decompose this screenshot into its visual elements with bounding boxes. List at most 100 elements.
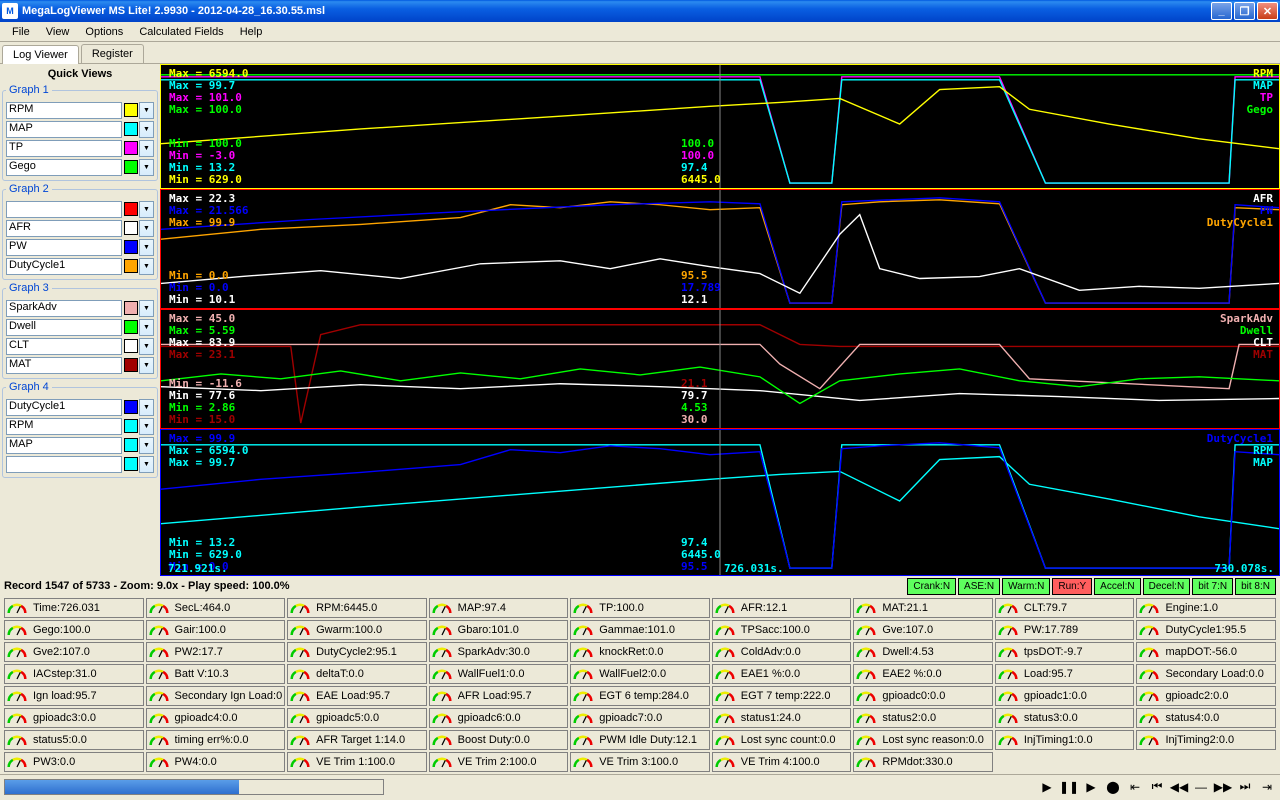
gauge-cell[interactable]: VE Trim 3:100.0 [570,752,710,772]
gauge-cell[interactable]: status4:0.0 [1136,708,1276,728]
gauge-cell[interactable]: VE Trim 2:100.0 [429,752,569,772]
gauge-cell[interactable]: gpioadc2:0.0 [1136,686,1276,706]
gauge-cell[interactable]: gpioadc1:0.0 [995,686,1135,706]
gauge-cell[interactable]: PWM Idle Duty:12.1 [570,730,710,750]
gauge-cell[interactable]: InjTiming1:0.0 [995,730,1135,750]
gauge-cell[interactable]: gpioadc6:0.0 [429,708,569,728]
gauge-cell[interactable]: gpioadc5:0.0 [287,708,427,728]
gauge-cell[interactable]: gpioadc3:0.0 [4,708,144,728]
channel-select[interactable]: Gego [6,159,122,176]
channel-select[interactable] [6,456,122,473]
transport-button[interactable]: ▶▶ [1214,778,1232,796]
tab-log-viewer[interactable]: Log Viewer [2,45,79,64]
gauge-cell[interactable]: mapDOT:-56.0 [1136,642,1276,662]
color-swatch[interactable] [124,259,138,273]
transport-button[interactable]: ▶ [1038,778,1056,796]
gauge-cell[interactable]: ColdAdv:0.0 [712,642,852,662]
dropdown-icon[interactable]: ▼ [139,418,154,435]
gauge-cell[interactable]: MAT:21.1 [853,598,993,618]
gauge-cell[interactable]: PW3:0.0 [4,752,144,772]
gauge-cell[interactable]: IACstep:31.0 [4,664,144,684]
gauge-cell[interactable]: status5:0.0 [4,730,144,750]
channel-select[interactable]: MAT [6,357,122,374]
gauge-cell[interactable]: status3:0.0 [995,708,1135,728]
color-swatch[interactable] [124,221,138,235]
gauge-cell[interactable]: Gair:100.0 [146,620,286,640]
transport-button[interactable]: ◀◀ [1170,778,1188,796]
gauge-cell[interactable]: SecL:464.0 [146,598,286,618]
gauge-cell[interactable]: EGT 7 temp:222.0 [712,686,852,706]
transport-button[interactable]: ⏭ [1236,778,1254,796]
color-swatch[interactable] [124,202,138,216]
dropdown-icon[interactable]: ▼ [139,437,154,454]
menu-calculated-fields[interactable]: Calculated Fields [131,24,231,40]
gauge-cell[interactable]: DutyCycle1:95.5 [1136,620,1276,640]
transport-button[interactable]: ▶ [1082,778,1100,796]
gauge-cell[interactable]: RPMdot:330.0 [853,752,993,772]
gauge-cell[interactable]: Ign load:95.7 [4,686,144,706]
color-swatch[interactable] [124,438,138,452]
gauge-cell[interactable]: Secondary Ign Load:0.0 [146,686,286,706]
color-swatch[interactable] [124,240,138,254]
gauge-cell[interactable]: CLT:79.7 [995,598,1135,618]
gauge-cell[interactable]: Engine:1.0 [1136,598,1276,618]
channel-select[interactable]: TP [6,140,122,157]
gauge-cell[interactable]: InjTiming2:0.0 [1136,730,1276,750]
gauge-cell[interactable]: Dwell:4.53 [853,642,993,662]
chart-panel-1[interactable]: Max = 6594.0Max = 99.7Max = 101.0Max = 1… [160,64,1280,189]
channel-select[interactable]: PW [6,239,122,256]
gauge-cell[interactable]: TPSacc:100.0 [712,620,852,640]
chart-panel-2[interactable]: Max = 22.3Max = 21.566Max = 99.9Min = 0.… [160,189,1280,309]
gauge-cell[interactable]: TP:100.0 [570,598,710,618]
dropdown-icon[interactable]: ▼ [139,300,154,317]
channel-select[interactable]: CLT [6,338,122,355]
gauge-cell[interactable]: Secondary Load:0.0 [1136,664,1276,684]
tab-register[interactable]: Register [81,44,144,63]
color-swatch[interactable] [124,400,138,414]
dropdown-icon[interactable]: ▼ [139,338,154,355]
color-swatch[interactable] [124,141,138,155]
channel-select[interactable]: RPM [6,418,122,435]
gauge-cell[interactable]: EAE2 %:0.0 [853,664,993,684]
gauge-cell[interactable]: RPM:6445.0 [287,598,427,618]
color-swatch[interactable] [124,301,138,315]
gauge-cell[interactable]: Lost sync count:0.0 [712,730,852,750]
gauge-cell[interactable]: Gve2:107.0 [4,642,144,662]
gauge-cell[interactable]: AFR:12.1 [712,598,852,618]
channel-select[interactable]: MAP [6,121,122,138]
dropdown-icon[interactable]: ▼ [139,456,154,473]
gauge-cell[interactable]: VE Trim 4:100.0 [712,752,852,772]
color-swatch[interactable] [124,320,138,334]
gauge-cell[interactable]: PW2:17.7 [146,642,286,662]
channel-select[interactable]: AFR [6,220,122,237]
gauge-cell[interactable]: Gbaro:101.0 [429,620,569,640]
gauge-cell[interactable]: Boost Duty:0.0 [429,730,569,750]
color-swatch[interactable] [124,358,138,372]
color-swatch[interactable] [124,122,138,136]
gauge-cell[interactable]: AFR Load:95.7 [429,686,569,706]
menu-view[interactable]: View [38,24,78,40]
menu-help[interactable]: Help [232,24,271,40]
dropdown-icon[interactable]: ▼ [139,159,154,176]
gauge-cell[interactable]: Gve:107.0 [853,620,993,640]
channel-select[interactable]: Dwell [6,319,122,336]
color-swatch[interactable] [124,419,138,433]
gauge-cell[interactable]: SparkAdv:30.0 [429,642,569,662]
dropdown-icon[interactable]: ▼ [139,220,154,237]
gauge-cell[interactable]: EGT 6 temp:284.0 [570,686,710,706]
channel-select[interactable]: RPM [6,102,122,119]
gauge-cell[interactable]: gpioadc7:0.0 [570,708,710,728]
gauge-cell[interactable]: gpioadc4:0.0 [146,708,286,728]
chart-panel-4[interactable]: Max = 99.9Max = 6594.0Max = 99.7Min = 13… [160,429,1280,576]
gauge-cell[interactable]: status1:24.0 [712,708,852,728]
dropdown-icon[interactable]: ▼ [139,239,154,256]
channel-select[interactable]: DutyCycle1 [6,258,122,275]
gauge-cell[interactable]: Gammae:101.0 [570,620,710,640]
gauge-cell[interactable]: AFR Target 1:14.0 [287,730,427,750]
dropdown-icon[interactable]: ▼ [139,319,154,336]
transport-button[interactable]: ⇤ [1126,778,1144,796]
dropdown-icon[interactable]: ▼ [139,357,154,374]
channel-select[interactable]: DutyCycle1 [6,399,122,416]
dropdown-icon[interactable]: ▼ [139,140,154,157]
gauge-cell[interactable]: status2:0.0 [853,708,993,728]
